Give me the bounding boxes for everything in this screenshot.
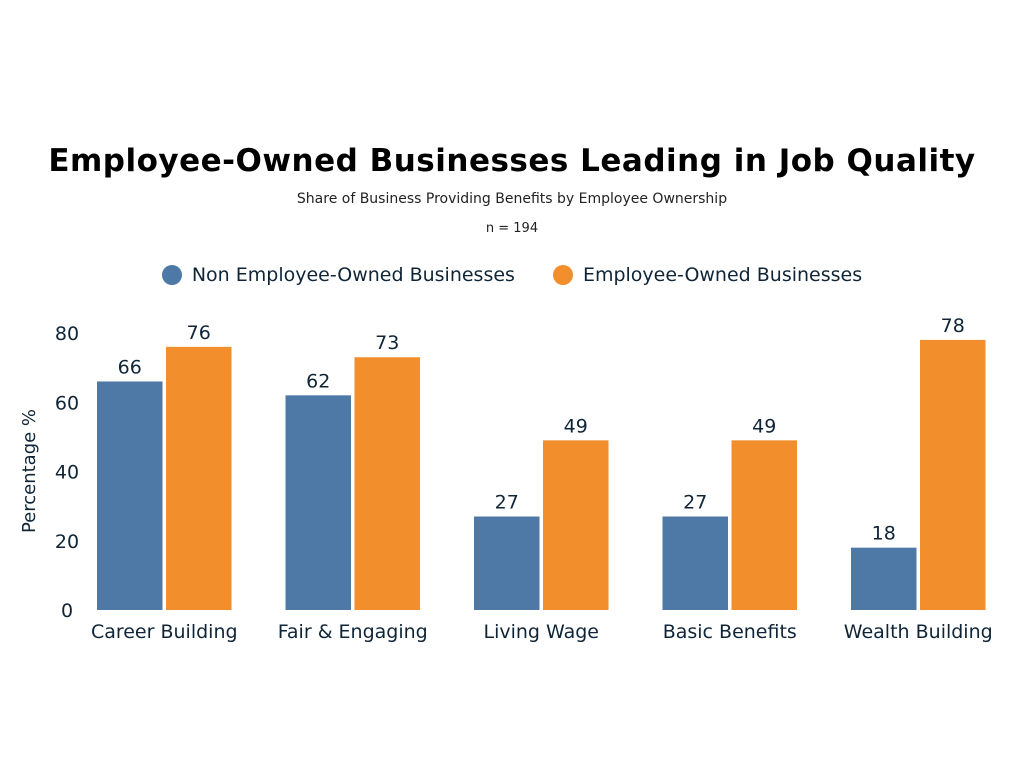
- data-label: 66: [118, 356, 142, 378]
- data-label: 18: [872, 523, 896, 545]
- y-axis-label: Percentage %: [19, 409, 40, 533]
- y-tick-label: 60: [55, 392, 79, 414]
- bar: [851, 547, 917, 610]
- legend-label: Employee-Owned Businesses: [582, 264, 863, 286]
- x-tick-label: Living Wage: [484, 621, 600, 643]
- x-tick-label: Career Building: [91, 621, 238, 643]
- x-tick-label: Basic Benefits: [663, 621, 797, 643]
- bar: [662, 516, 728, 610]
- bar: [920, 339, 986, 610]
- bar: [166, 346, 232, 610]
- bar: [285, 395, 351, 610]
- data-label: 78: [941, 315, 965, 337]
- legend-swatch-icon: [161, 265, 182, 285]
- y-tick-label: 40: [55, 462, 79, 484]
- bar: [543, 440, 609, 610]
- bar: [97, 381, 163, 610]
- legend-swatch-icon: [552, 265, 573, 285]
- bar: [731, 440, 797, 610]
- sample-size-note: n = 194: [485, 221, 539, 236]
- data-label: 49: [564, 415, 588, 437]
- chart-title: Employee-Owned Businesses Leading in Job…: [48, 143, 976, 179]
- bar: [474, 516, 540, 610]
- data-label: 27: [683, 492, 707, 514]
- legend: Non Employee-Owned Businesses Employee-O…: [0, 264, 1024, 286]
- data-label: 76: [187, 322, 211, 344]
- legend-item-non-employee-owned: Non Employee-Owned Businesses: [161, 264, 515, 286]
- x-tick-label: Wealth Building: [844, 621, 993, 643]
- data-label: 73: [375, 332, 399, 354]
- data-label: 27: [495, 492, 519, 514]
- y-tick-label: 20: [55, 531, 79, 553]
- bar: [354, 357, 420, 610]
- y-tick-label: 80: [55, 323, 79, 345]
- legend-item-employee-owned: Employee-Owned Businesses: [552, 264, 863, 286]
- y-tick-label: 0: [61, 600, 73, 622]
- data-label: 49: [752, 415, 776, 437]
- chart-subtitle: Share of Business Providing Benefits by …: [296, 191, 728, 207]
- x-tick-label: Fair & Engaging: [278, 621, 428, 643]
- data-label: 62: [306, 370, 330, 392]
- legend-label: Non Employee-Owned Businesses: [191, 264, 515, 286]
